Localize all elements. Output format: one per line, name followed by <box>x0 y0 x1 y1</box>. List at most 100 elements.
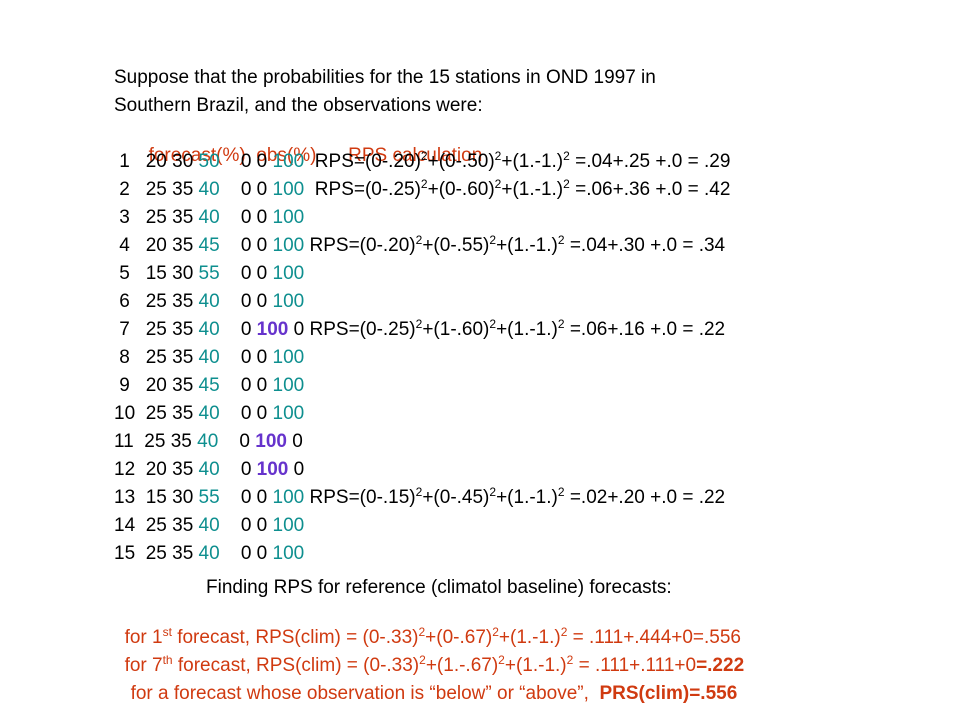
forecast-below: 25 <box>145 319 167 340</box>
station-row: 8 25 35 40 0 0 100 <box>114 347 304 369</box>
obs-normal: 0 <box>256 375 268 396</box>
obs-below: 0 <box>240 207 252 228</box>
station-row: 3 25 35 40 0 0 100 <box>114 207 304 229</box>
station-row: 12 20 35 40 0 100 0 <box>114 459 304 481</box>
forecast-below: 20 <box>145 459 167 480</box>
forecast-below: 20 <box>145 151 167 172</box>
forecast-below: 25 <box>145 207 167 228</box>
forecast-above: 40 <box>197 431 219 452</box>
obs-normal: 0 <box>256 179 268 200</box>
exponent: 2 <box>489 233 497 247</box>
forecast-normal: 30 <box>172 487 194 508</box>
station-number: 5 <box>119 263 130 284</box>
intro-line-2: Southern Brazil, and the observations we… <box>114 95 483 116</box>
obs-above: 100 <box>272 179 305 200</box>
station-row: 4 20 35 45 0 0 100 RPS=(0-.20)2+(0-.55)2… <box>114 233 726 257</box>
exponent: 2 <box>489 317 497 331</box>
obs-above: 100 <box>272 151 305 172</box>
rps-term-3: +(1.-1.) <box>501 179 564 200</box>
forecast-above: 40 <box>198 319 220 340</box>
obs-normal: 0 <box>256 235 268 256</box>
forecast-above: 40 <box>198 403 220 424</box>
rps-term-2: +(1-.60) <box>422 319 490 340</box>
obs-below: 0 <box>240 263 252 284</box>
forecast-below: 25 <box>145 403 167 424</box>
forecast-above: 40 <box>198 291 220 312</box>
forecast-normal: 35 <box>172 347 194 368</box>
obs-above: 0 <box>292 431 303 452</box>
station-row: 10 25 35 40 0 0 100 <box>114 403 304 425</box>
column-headers: forecast(%) obs(%) RPS calculation <box>138 123 483 167</box>
rps-calculation: RPS=(0-.20)2+(0-.50)2+(1.-1.)2 =.04+.25 … <box>315 149 731 172</box>
exponent: 2 <box>415 317 423 331</box>
rps-term-3: +(1.-1.) <box>501 151 564 172</box>
forecast-below: 25 <box>145 515 167 536</box>
obs-above: 100 <box>272 543 305 564</box>
obs-below: 0 <box>240 291 252 312</box>
exponent: 2 <box>557 485 565 499</box>
obs-normal: 0 <box>256 263 268 284</box>
station-number: 9 <box>119 375 130 396</box>
forecast-normal: 30 <box>172 263 194 284</box>
forecast-above: 55 <box>198 263 220 284</box>
clim-seventh-forecast: for 7th forecast, RPS(clim) = (0-.33)2+(… <box>124 653 745 676</box>
forecast-normal: 35 <box>172 207 194 228</box>
obs-above: 100 <box>272 235 305 256</box>
rps-calculation: RPS=(0-.15)2+(0-.45)2+(1.-1.)2 =.02+.20 … <box>310 485 726 508</box>
obs-below: 0 <box>240 235 252 256</box>
forecast-normal: 35 <box>172 515 194 536</box>
forecast-normal: 35 <box>172 403 194 424</box>
station-number: 15 <box>114 543 136 564</box>
obs-normal: 0 <box>256 207 268 228</box>
forecast-normal: 35 <box>172 291 194 312</box>
rps-calculation: RPS=(0-.25)2+(0-.60)2+(1.-1.)2 =.06+.36 … <box>315 177 731 200</box>
station-number: 13 <box>114 487 136 508</box>
obs-normal: 0 <box>256 151 268 172</box>
obs-above: 100 <box>272 375 305 396</box>
obs-above: 100 <box>272 291 305 312</box>
exponent: 2 <box>563 177 570 191</box>
forecast-above: 40 <box>198 543 220 564</box>
obs-normal: 0 <box>256 291 268 312</box>
forecast-normal: 35 <box>172 235 194 256</box>
forecast-normal: 35 <box>170 431 192 452</box>
station-row: 7 25 35 40 0 100 0 RPS=(0-.25)2+(1-.60)2… <box>114 317 726 341</box>
forecast-above: 40 <box>198 459 220 480</box>
station-number: 12 <box>114 459 136 480</box>
exponent: 2 <box>415 233 423 247</box>
station-row: 6 25 35 40 0 0 100 <box>114 291 304 313</box>
rps-calculation: RPS=(0-.20)2+(0-.55)2+(1.-1.)2 =.04+.30 … <box>310 233 726 256</box>
obs-below: 0 <box>240 319 252 340</box>
header-forecast: forecast(%) <box>148 145 246 166</box>
obs-above: 100 <box>272 347 305 368</box>
obs-normal: 0 <box>256 515 268 536</box>
station-number: 8 <box>119 347 130 368</box>
rps-result: =.04+.25 +.0 = .29 <box>569 151 731 172</box>
obs-normal: 100 <box>256 319 289 340</box>
obs-below: 0 <box>240 403 252 424</box>
station-number: 7 <box>119 319 130 340</box>
exponent: 2 <box>563 149 570 163</box>
obs-normal: 100 <box>256 459 289 480</box>
forecast-below: 25 <box>145 291 167 312</box>
forecast-normal: 35 <box>172 543 194 564</box>
obs-below: 0 <box>240 543 252 564</box>
forecast-above: 55 <box>198 487 220 508</box>
station-number: 11 <box>114 431 134 452</box>
forecast-above: 40 <box>198 207 220 228</box>
clim-other-forecast: for a forecast whose observation is “bel… <box>130 683 738 704</box>
obs-normal: 0 <box>256 487 268 508</box>
station-number: 1 <box>119 151 130 172</box>
forecast-above: 50 <box>198 151 220 172</box>
station-row: 1 20 30 50 0 0 100 RPS=(0-.20)2+(0-.50)2… <box>114 149 731 173</box>
station-number: 2 <box>119 179 130 200</box>
rps-calculation: RPS=(0-.25)2+(1-.60)2+(1.-1.)2 =.06+.16 … <box>310 317 726 340</box>
rps-result: =.02+.20 +.0 = .22 <box>564 487 726 508</box>
exponent: 2 <box>557 317 565 331</box>
obs-normal: 100 <box>255 431 287 452</box>
obs-below: 0 <box>240 515 252 536</box>
header-rps: RPS calculation <box>348 145 483 166</box>
rps-result: =.06+.36 +.0 = .42 <box>569 179 731 200</box>
forecast-below: 15 <box>145 487 167 508</box>
obs-above: 0 <box>293 319 305 340</box>
